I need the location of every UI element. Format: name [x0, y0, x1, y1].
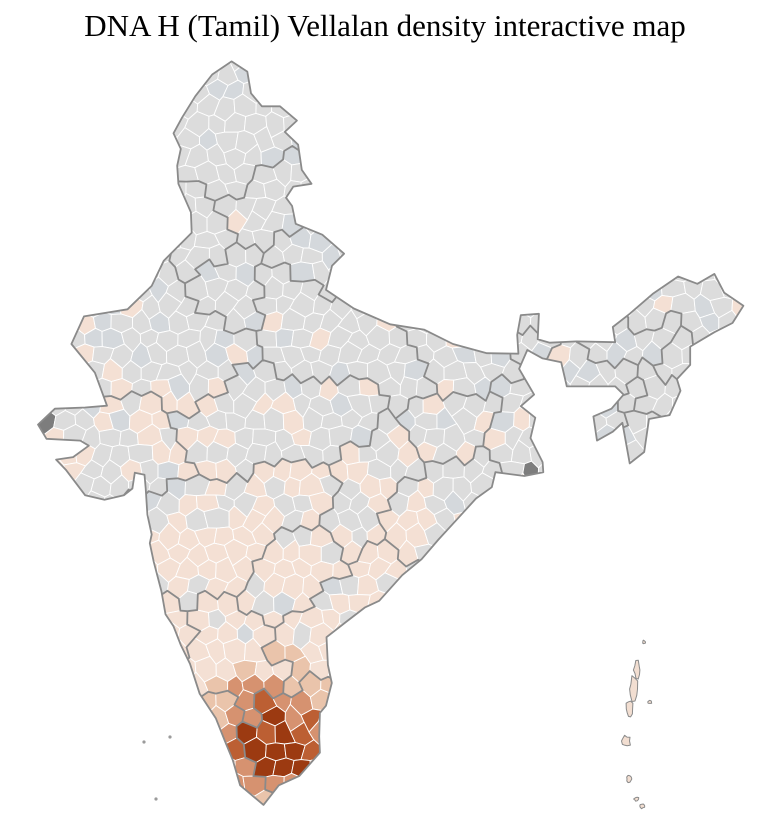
district-cell[interactable] [203, 507, 230, 529]
andaman-island[interactable] [633, 796, 640, 802]
andaman-island[interactable] [639, 803, 646, 810]
district-cell[interactable] [157, 461, 180, 480]
andaman-island[interactable] [625, 700, 634, 718]
district-cell[interactable] [709, 328, 730, 349]
lakshadweep-island[interactable] [142, 740, 146, 744]
district-cell[interactable] [499, 460, 525, 484]
district-cell[interactable] [275, 328, 295, 348]
district-cell[interactable] [692, 257, 716, 282]
district-cell[interactable] [63, 423, 87, 452]
district-cells [38, 61, 744, 805]
state-borders [92, 145, 701, 794]
andaman-island[interactable] [621, 734, 631, 747]
lakshadweep-island[interactable] [154, 797, 158, 801]
district-cell[interactable] [127, 508, 150, 529]
district-cell[interactable] [175, 657, 197, 681]
andaman-island[interactable] [626, 774, 633, 784]
page-title: DNA H (Tamil) Vellalan density interacti… [84, 8, 686, 43]
district-cell[interactable] [255, 329, 278, 348]
andaman-island[interactable] [647, 699, 653, 704]
district-cell[interactable] [292, 192, 315, 218]
district-cell[interactable] [289, 261, 316, 283]
district-cell[interactable] [318, 708, 344, 728]
lakshadweep-island[interactable] [168, 735, 172, 739]
andaman-island[interactable] [632, 659, 641, 680]
district-cell[interactable] [575, 423, 597, 447]
andaman-island[interactable] [642, 639, 646, 645]
india-coastline [37, 60, 745, 806]
andaman-island[interactable] [629, 675, 639, 702]
district-cell[interactable] [299, 176, 325, 204]
district-cell[interactable] [283, 772, 304, 795]
district-cell[interactable] [222, 771, 246, 798]
district-cell[interactable] [167, 180, 187, 203]
